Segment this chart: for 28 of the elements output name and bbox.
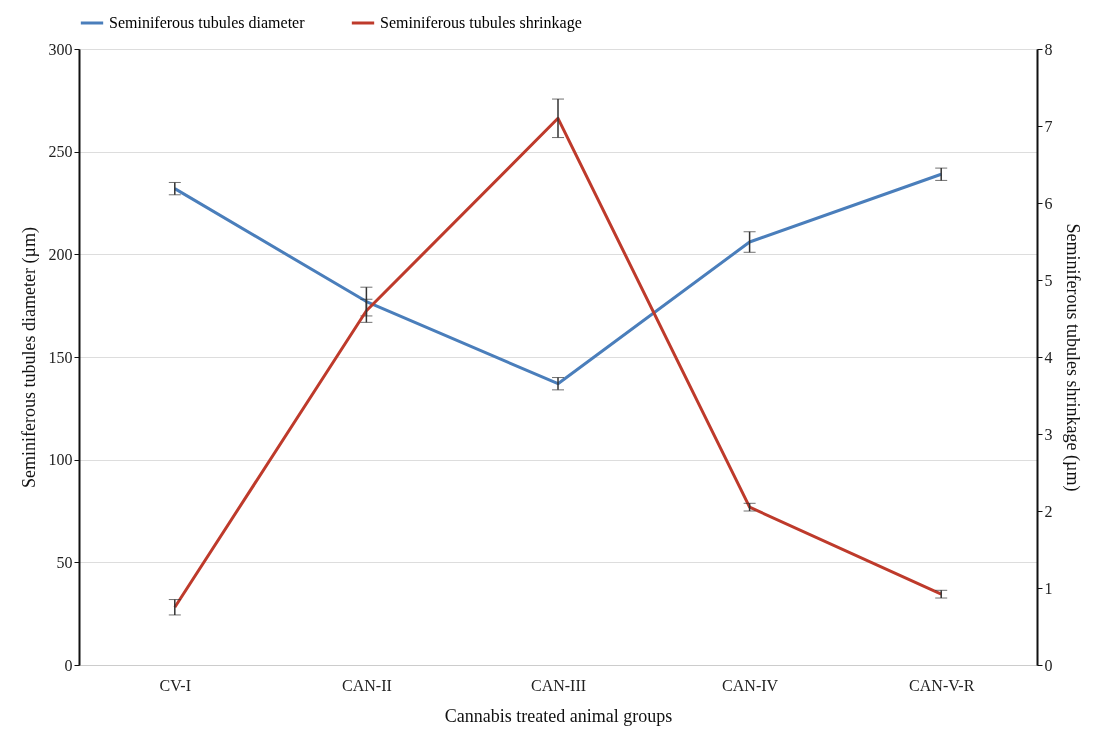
line-series: [173, 172, 943, 386]
y2-tick-label: 6: [1044, 194, 1053, 212]
y2-axis-title: Seminiferous tubules shrinkage (µm): [1061, 223, 1083, 492]
y-axis-title: Seminiferous tubules diameter (µm): [18, 227, 40, 488]
x-tick-label: CV-I: [159, 676, 192, 694]
x-tick-label: CAN-V-R: [909, 676, 975, 694]
y-tick-label: 300: [48, 40, 73, 58]
y2-tick-label: 2: [1044, 502, 1053, 520]
legend-label: Seminiferous tubules diameter: [109, 14, 306, 31]
x-tick-label: CAN-III: [530, 676, 587, 694]
x-axis-title: Cannabis treated animal groups: [444, 705, 673, 726]
y-tick-label: 150: [48, 348, 73, 366]
y-tick-label: 100: [48, 451, 73, 469]
y2-tick-label: 4: [1044, 348, 1053, 366]
line-series: [173, 116, 943, 609]
y2-tick-label: 8: [1044, 40, 1053, 58]
y2-tick-label: 5: [1044, 271, 1053, 289]
x-tick-label: CAN-II: [342, 676, 392, 694]
y-tick-label: 50: [56, 553, 73, 571]
y-tick-label: 250: [48, 143, 73, 161]
x-tick-label: CAN-IV: [722, 676, 779, 694]
y-tick-label: 200: [48, 245, 73, 263]
legend-label: Seminiferous tubules shrinkage: [380, 14, 582, 32]
y2-tick-label: 3: [1044, 425, 1053, 443]
y-tick-label: 0: [64, 656, 73, 674]
y2-tick-label: 7: [1044, 117, 1053, 135]
y2-tick-label: 0: [1044, 656, 1053, 674]
y2-tick-label: 1: [1044, 579, 1053, 597]
